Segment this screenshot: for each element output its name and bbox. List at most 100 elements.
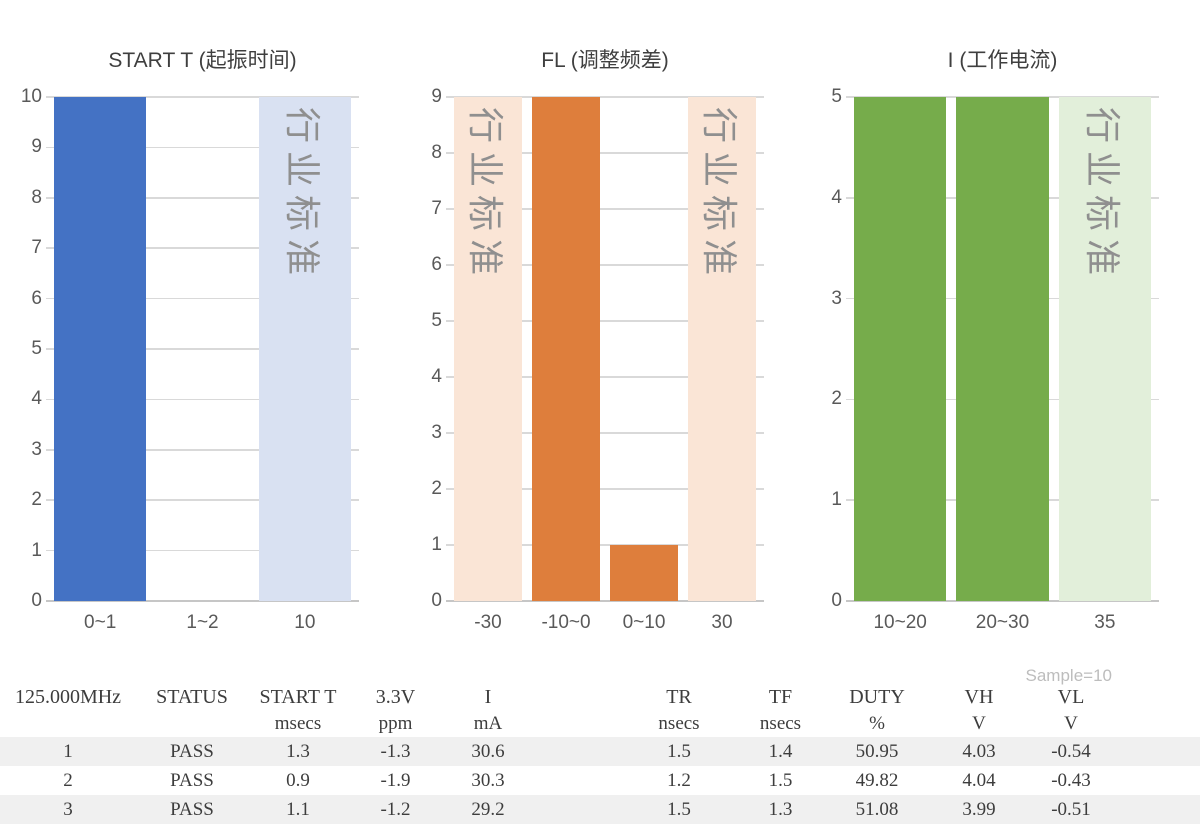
gridline	[46, 96, 359, 98]
value-cell: 30.6	[471, 740, 505, 762]
x-axis-tick-label: 20~30	[975, 612, 1030, 633]
gridline	[446, 432, 764, 434]
sample-index-cell: 2	[63, 769, 73, 791]
standard-range-bar: 行业标准	[1058, 97, 1151, 601]
gridline	[46, 600, 359, 602]
charts-row: START T (起振时间) 0 1 2 3 4 5 6 7 8 9 10 0~1 1~2 行业标准 10 FL…	[21, 49, 1159, 633]
value-cell: 1.4	[768, 740, 793, 762]
status-cell: PASS	[170, 798, 214, 820]
value-cell: 0.9	[286, 769, 310, 791]
gridline	[446, 376, 764, 378]
hdr-unit: msecs ppm mA nsecs nsecs% V V	[0, 711, 1200, 737]
x-axis-tick-label: 1~2	[186, 612, 219, 633]
value-cell: 3.99	[962, 798, 996, 820]
y-axis-tick-label: 0	[31, 590, 42, 611]
value-bar	[532, 97, 600, 601]
value-cell: -0.51	[1051, 798, 1091, 820]
chart-title: I (工作电流)	[947, 49, 1058, 72]
column-header: TR	[666, 686, 692, 708]
value-cell: 49.82	[855, 769, 899, 791]
y-axis-tick-label: 9	[31, 136, 42, 158]
value-cell: 1.3	[768, 798, 793, 820]
status-cell: PASS	[170, 769, 214, 791]
x-axis-tick-label: 10~20	[873, 612, 927, 633]
industry-standard-label: 行业标准	[699, 107, 740, 284]
standard-range-bar: 行业标准	[258, 97, 351, 601]
column-unit: V	[1064, 713, 1078, 734]
gridline	[446, 208, 764, 210]
y-axis-tick-label: 1	[831, 489, 842, 511]
column-header: 125.000MHz	[14, 686, 122, 708]
table-body: 1 PASS 1.3 -1.3 30.6 1.5 1.4 50.95 4.03 -0.54 2 PAS…	[0, 737, 1200, 824]
value-cell: 1.1	[286, 798, 310, 820]
column-header: TF	[768, 686, 793, 708]
value-cell: -1.2	[380, 798, 411, 820]
column-unit: msecs	[274, 713, 322, 734]
gridline	[46, 449, 359, 451]
standard-range-bar: 行业标准	[688, 97, 756, 601]
value-cell: 4.04	[962, 769, 996, 791]
spacer-cell	[1110, 711, 1200, 737]
chart-title: START T (起振时间)	[108, 49, 297, 72]
spacer-cell	[1110, 795, 1200, 824]
y-axis-tick-label: 8	[31, 186, 42, 208]
y-axis-tick-label: 4	[831, 186, 842, 208]
spacer-cell	[533, 711, 625, 737]
gridline	[446, 544, 764, 546]
column-header: DUTY	[849, 686, 905, 708]
column-unit: nsecs	[759, 713, 802, 734]
column-unit	[0, 711, 136, 737]
value-cell: -0.43	[1051, 769, 1091, 791]
gridline	[46, 549, 359, 552]
spacer-cell	[1110, 684, 1200, 711]
sample-index-cell: 3	[63, 798, 73, 820]
column-unit: nsecs	[658, 713, 700, 734]
x-axis-tick-label: -30	[474, 612, 502, 633]
spacer-cell	[533, 766, 625, 795]
value-cell: 1.5	[667, 740, 691, 762]
value-cell: 29.2	[471, 798, 505, 820]
value-cell: 1.5	[667, 798, 691, 820]
spacer-cell	[533, 795, 625, 824]
column-header: 3.3V	[375, 686, 416, 708]
measurement-table: 125.000MHz STATUS START T 3.3V I TR TF DUTY VH VL…	[0, 684, 1200, 824]
gridline	[446, 96, 764, 98]
value-cell: 51.08	[855, 798, 899, 820]
y-axis-tick-label: 8	[431, 142, 442, 163]
column-unit: mA	[473, 713, 503, 734]
spacer-cell	[1110, 766, 1200, 795]
value-cell: 50.95	[855, 740, 899, 762]
y-axis-tick-label: 0	[431, 590, 442, 611]
sample-count-note: Sample=10	[1025, 666, 1112, 685]
gridline	[46, 348, 359, 350]
x-axis-tick-label: 35	[1094, 612, 1116, 633]
column-unit: %	[869, 713, 885, 734]
table-row: 1 PASS 1.3 -1.3 30.6 1.5 1.4 50.95 4.03 -0.54	[0, 737, 1200, 766]
column-unit: ppm	[378, 713, 413, 734]
x-axis-tick-label: 0~10	[622, 612, 666, 633]
industry-standard-label: 行业标准	[281, 107, 323, 284]
x-axis-tick-label: 30	[711, 612, 733, 633]
value-bar	[610, 545, 678, 601]
gridline	[446, 264, 764, 266]
y-axis-tick-label: 7	[31, 237, 42, 259]
y-axis-tick-label: 4	[431, 366, 442, 387]
y-axis-tick-label: 1	[31, 539, 42, 561]
value-bar	[54, 97, 147, 601]
value-bar	[956, 97, 1049, 601]
y-axis-tick-label: 9	[431, 86, 442, 107]
gridline	[46, 197, 359, 199]
value-cell: 1.3	[286, 740, 310, 762]
table-row: 3 PASS 1.1 -1.2 29.2 1.5 1.3 51.08 3.99 -0.51	[0, 795, 1200, 824]
column-header: STATUS	[156, 686, 228, 708]
sample-index-cell: 1	[63, 740, 73, 762]
y-axis-tick-label: 4	[31, 388, 42, 410]
y-axis-tick-label: 2	[31, 489, 42, 511]
gridline	[46, 247, 359, 249]
column-unit	[136, 711, 248, 737]
y-axis-tick-label: 3	[831, 287, 842, 309]
y-axis-tick-label: 3	[431, 422, 442, 443]
gridline	[846, 600, 1159, 602]
x-axis-tick-label: 0~1	[84, 612, 117, 633]
column-header: START T	[259, 686, 337, 708]
